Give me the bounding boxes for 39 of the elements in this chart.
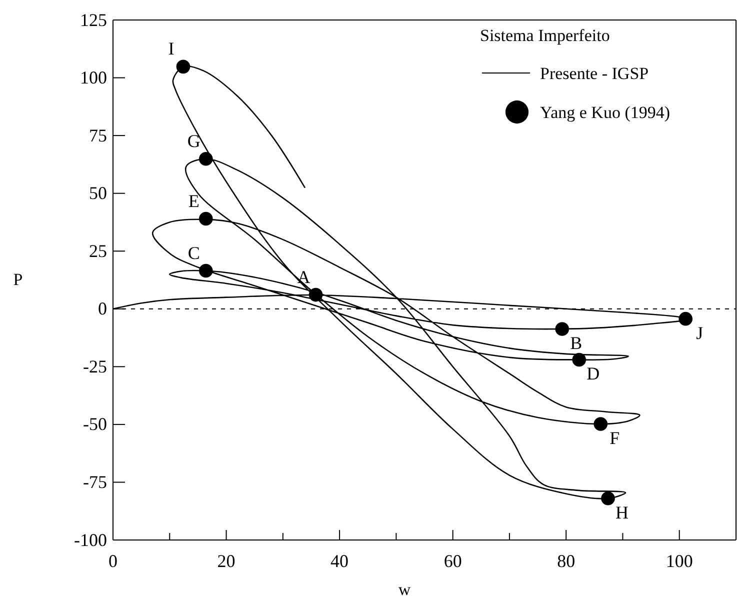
annotation: B (570, 332, 582, 353)
legend-label: Yang e Kuo (1994) (540, 103, 670, 122)
y-tick-label: -100 (74, 530, 107, 550)
annotation: E (188, 190, 200, 211)
point (198, 264, 213, 278)
annotation: G (187, 130, 200, 151)
point (198, 212, 213, 226)
y-tick-label: 0 (98, 298, 107, 319)
y-tick-label: -25 (83, 356, 107, 376)
annotation: H (616, 502, 628, 522)
x-tick-label: 80 (557, 550, 576, 571)
annotation: I (168, 38, 174, 59)
annotation: J (696, 322, 704, 343)
x-tick-label: 20 (217, 550, 236, 571)
x-tick-label: 100 (666, 550, 693, 571)
y-tick-label: 100 (80, 68, 107, 88)
y-axis-title: P (13, 270, 23, 289)
point (176, 60, 190, 74)
x-tick-label: 60 (444, 550, 462, 571)
point (572, 352, 586, 367)
y-tick-label: -50 (83, 414, 107, 434)
point (601, 492, 615, 506)
x-tick-label: 40 (330, 550, 349, 571)
annotation: F (610, 428, 620, 448)
y-tick-label: 125 (80, 10, 107, 30)
point (308, 288, 323, 302)
point (198, 152, 213, 166)
y-tick-label: -75 (83, 472, 107, 492)
x-axis-title: w (398, 580, 412, 599)
legend-title: Sistema Imperfeito (480, 26, 610, 45)
y-tick-label: 50 (89, 183, 107, 204)
legend-label: Presente - IGSP (540, 64, 649, 83)
point (555, 322, 570, 336)
y-tick-label: 75 (89, 125, 107, 146)
point (594, 417, 608, 431)
y-tick-label: 25 (89, 240, 107, 261)
annotation: D (586, 364, 600, 384)
annotation: C (188, 242, 200, 263)
point (678, 312, 693, 326)
